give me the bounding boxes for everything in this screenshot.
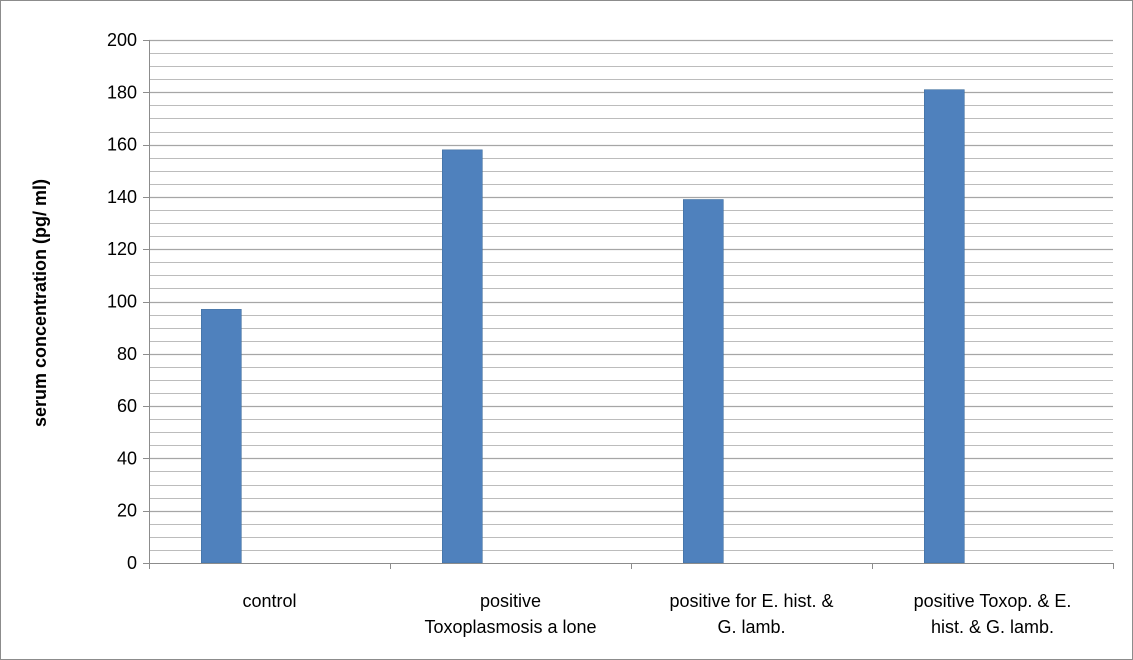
y-tick-label: 40	[117, 448, 137, 468]
y-tick-label: 180	[107, 82, 137, 102]
y-tick-label: 200	[107, 30, 137, 50]
y-tick-label: 120	[107, 239, 137, 259]
bars	[201, 89, 965, 564]
x-category-label: positive Toxop. & E. hist. & G. lamb.	[914, 591, 1072, 637]
y-tick-labels: 0 20 40 60 80 100 120 140 160 180 200	[107, 30, 137, 573]
x-category-labels: control positive Toxoplasmosis a lone posit…	[242, 591, 1071, 637]
x-category-label: positive for E. hist. & G. lamb.	[669, 591, 833, 637]
y-tick-label: 140	[107, 187, 137, 207]
bar-1	[201, 309, 242, 564]
x-category-label: positive Toxoplasmosis a lone	[424, 591, 596, 637]
y-tick-label: 80	[117, 344, 137, 364]
bar-3	[682, 199, 724, 564]
y-tick-label: 0	[127, 553, 137, 573]
y-tick-label: 100	[107, 292, 137, 312]
y-tick-label: 20	[117, 501, 137, 521]
gridlines	[149, 39, 1113, 551]
y-tick-label: 160	[107, 135, 137, 155]
y-axis-title: serum concentration (pg/ ml)	[30, 179, 50, 427]
axes	[143, 40, 1114, 569]
y-tick-label: 60	[117, 396, 137, 416]
x-category-label: control	[242, 591, 296, 611]
bar-2	[441, 149, 483, 564]
bar-4	[923, 89, 965, 564]
